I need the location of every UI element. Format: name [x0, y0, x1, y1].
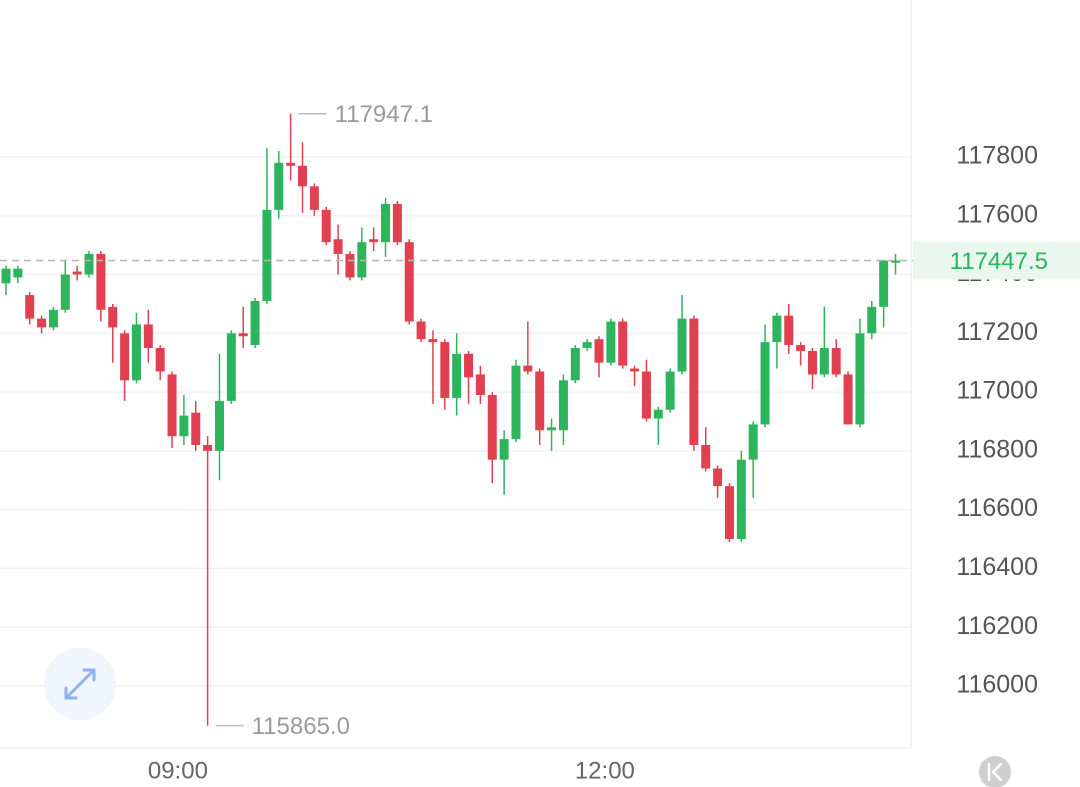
candle-body: [867, 306, 877, 334]
current-price-bg: [913, 241, 1080, 280]
candle-body: [321, 209, 331, 243]
candle-body: [523, 365, 533, 372]
candle-body: [428, 339, 438, 343]
candle-body: [84, 253, 94, 275]
candle-body: [879, 260, 889, 307]
candle-body: [547, 427, 557, 431]
k-button[interactable]: [979, 756, 1011, 787]
candle-body: [558, 380, 568, 431]
y-tick-label: 117600: [956, 200, 1038, 228]
candle-body: [582, 342, 592, 348]
candle-body: [618, 321, 628, 366]
current-price-label: 117447.5: [950, 248, 1048, 275]
candle-body: [807, 350, 817, 375]
candle-body: [250, 300, 260, 346]
candle-body: [511, 365, 521, 440]
expand-icon[interactable]: [64, 668, 96, 700]
candle-body: [475, 374, 485, 396]
y-tick-label: 116800: [956, 435, 1038, 463]
candle-body: [701, 444, 711, 469]
candle-body: [606, 321, 616, 363]
candle-body: [843, 374, 853, 425]
y-tick-label: 116200: [956, 612, 1038, 640]
candle-body: [155, 347, 165, 372]
k-icon[interactable]: [987, 762, 1003, 782]
y-tick-label: 116400: [956, 553, 1038, 581]
candle-body: [819, 347, 829, 375]
y-tick-label: 117200: [956, 318, 1038, 346]
candle-body: [203, 444, 213, 451]
candle-body: [760, 342, 770, 425]
candle-body: [274, 162, 284, 210]
candle-body: [381, 203, 391, 243]
candle-body: [653, 409, 663, 419]
candle-body: [392, 203, 402, 243]
candle-body: [464, 353, 474, 378]
overlay: 117947.1 115865.0 117447.5: [0, 101, 1080, 740]
candle-body: [96, 253, 106, 310]
max-annotation: 117947.1: [335, 101, 433, 128]
y-tick-label: 117800: [956, 142, 1038, 170]
y-tick-label: 117000: [956, 377, 1038, 405]
candle-body: [143, 324, 153, 348]
candle-body: [440, 342, 450, 398]
candle-body: [594, 339, 604, 363]
candle-body: [665, 371, 675, 410]
candle-body: [713, 468, 723, 487]
candle-body: [499, 439, 509, 460]
candle-body: [891, 260, 900, 263]
candle-body: [535, 371, 545, 431]
candle-body: [120, 333, 130, 381]
candle-body: [286, 162, 296, 166]
candle-body: [784, 315, 794, 346]
candle-body: [179, 415, 189, 437]
candle-body: [452, 353, 462, 398]
candle-body: [487, 395, 497, 460]
candle-body: [689, 318, 699, 445]
x-tick-label: 12:00: [575, 757, 635, 784]
y-tick-label: 116600: [956, 494, 1038, 522]
candle-body: [108, 306, 118, 328]
candle-body: [214, 400, 224, 451]
candle-body: [677, 318, 687, 372]
candle-body: [226, 333, 236, 401]
candle-body: [772, 315, 782, 343]
candle-body: [404, 242, 414, 322]
candle-body: [167, 374, 177, 437]
candle-body: [13, 268, 23, 278]
candle-body: [262, 209, 272, 301]
candle-body: [60, 274, 70, 310]
candles: [1, 113, 900, 726]
candle-body: [309, 186, 319, 210]
x-tick-label: 09:00: [148, 757, 208, 784]
candle-body: [37, 318, 47, 328]
candle-body: [48, 309, 58, 328]
candle-body: [1, 268, 11, 284]
candle-body: [570, 347, 580, 381]
candle-body: [238, 333, 248, 337]
candle-body: [191, 412, 201, 445]
candle-body: [641, 371, 651, 419]
candle-body: [369, 239, 379, 243]
candle-body: [298, 165, 307, 187]
candle-body: [72, 271, 82, 275]
candle-body: [724, 486, 734, 540]
candle-body: [25, 295, 35, 319]
expand-button[interactable]: [44, 648, 116, 720]
y-tick-label: 116000: [956, 671, 1038, 699]
candle-body: [416, 321, 426, 340]
candle-body: [831, 347, 841, 375]
grid: 116000 116200 116400 116600 116800 117000 1172…: [0, 142, 1038, 784]
candle-body: [131, 324, 141, 381]
candle-body: [855, 333, 865, 425]
candle-body: [736, 459, 746, 540]
candle-body: [333, 239, 343, 254]
candle-body: [748, 424, 758, 460]
min-annotation: 115865.0: [252, 713, 350, 740]
candle-body: [630, 368, 640, 372]
candle-body: [345, 253, 355, 278]
candle-body: [796, 345, 806, 351]
